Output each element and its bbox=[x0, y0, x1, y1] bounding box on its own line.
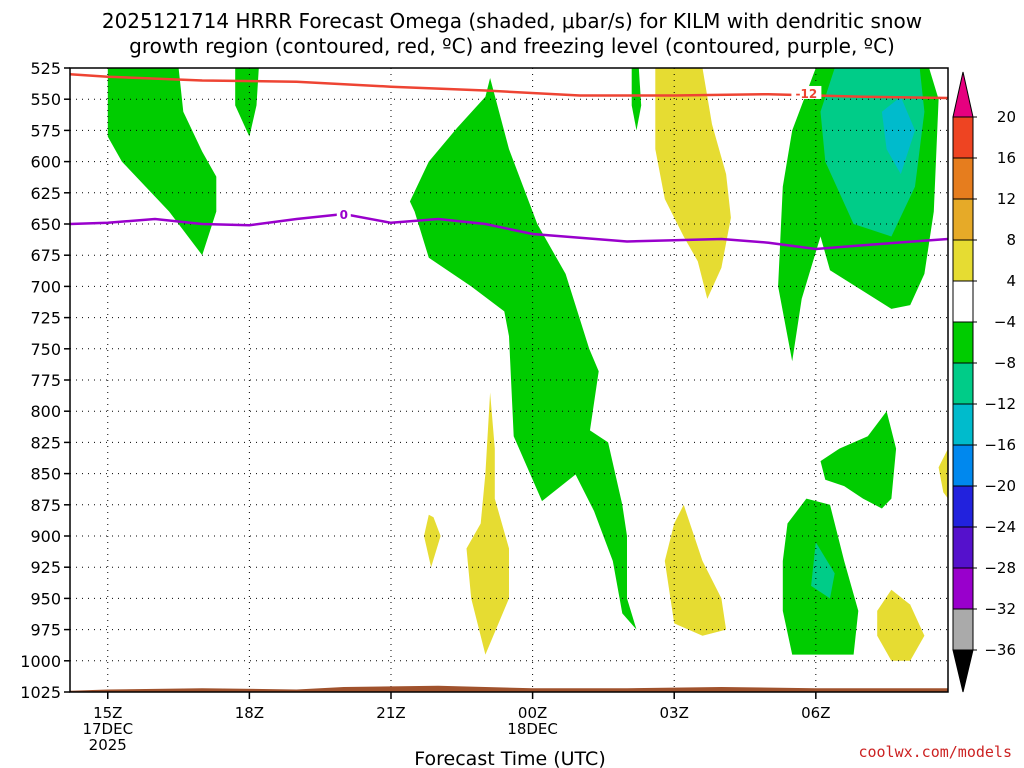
chart-title-line-1: 2025121714 HRRR Forecast Omega (shaded, … bbox=[102, 9, 922, 33]
y-tick-label-1025: 1025 bbox=[20, 683, 61, 702]
x-tick-label-15-2: 2025 bbox=[89, 736, 127, 754]
colorbar-over-arrow bbox=[952, 71, 974, 118]
colorbar-label-5: −4 bbox=[994, 313, 1016, 331]
y-tick-label-975: 975 bbox=[30, 621, 61, 640]
y-tick-label-900: 900 bbox=[30, 527, 61, 546]
omega-region-6 bbox=[881, 96, 915, 175]
omega-region-13 bbox=[466, 392, 509, 655]
colorbar-label-11: −28 bbox=[984, 559, 1016, 577]
omega-region-2 bbox=[409, 78, 599, 502]
colorbar-box-11 bbox=[952, 567, 974, 610]
colorbar-box-3 bbox=[952, 239, 974, 282]
contour-line-1 bbox=[70, 212, 948, 251]
omega-region-1 bbox=[235, 68, 259, 137]
y-tick-label-750: 750 bbox=[30, 340, 61, 359]
colorbar-label-4: 4 bbox=[1006, 272, 1016, 290]
colorbar-label-1: 16 bbox=[997, 149, 1016, 167]
omega-region-15 bbox=[877, 589, 925, 661]
omega-region-3 bbox=[631, 68, 642, 131]
omega-region-9 bbox=[811, 542, 835, 599]
y-tick-label-825: 825 bbox=[30, 433, 61, 452]
contour-label-0: -12 bbox=[796, 87, 818, 101]
y-tick-label-675: 675 bbox=[30, 246, 61, 265]
colorbar-box-1 bbox=[952, 157, 974, 200]
colorbar-box-4 bbox=[952, 280, 974, 323]
y-tick-label-800: 800 bbox=[30, 402, 61, 421]
colorbar-under-arrow bbox=[952, 649, 974, 693]
x-tick-label-15-0: 15Z bbox=[93, 704, 122, 722]
colorbar-label-13: −36 bbox=[984, 641, 1016, 659]
plot-area: -12 0 bbox=[69, 67, 949, 693]
y-tick-label-850: 850 bbox=[30, 465, 61, 484]
colorbar-box-2 bbox=[952, 198, 974, 241]
colorbar-box-8 bbox=[952, 444, 974, 487]
x-tick-label-15-1: 17DEC bbox=[82, 720, 133, 738]
omega-region-7 bbox=[570, 429, 637, 630]
y-tick-label-875: 875 bbox=[30, 496, 61, 515]
y-tick-label-775: 775 bbox=[30, 371, 61, 390]
y-tick-label-600: 600 bbox=[30, 153, 61, 172]
colorbar-label-7: −12 bbox=[984, 395, 1016, 413]
colorbar-label-2: 12 bbox=[997, 190, 1016, 208]
x-tick-label-30-0: 06Z bbox=[801, 704, 830, 722]
y-tick-label-550: 550 bbox=[30, 90, 61, 109]
y-tick-label-725: 725 bbox=[30, 309, 61, 328]
x-tick-label-24-1: 18DEC bbox=[507, 720, 558, 738]
credit-text[interactable]: coolwx.com/models bbox=[858, 743, 1012, 761]
colorbar-box-5 bbox=[952, 321, 974, 364]
contour-label-1: 0 bbox=[340, 208, 348, 222]
omega-region-0 bbox=[107, 68, 217, 256]
colorbar-box-9 bbox=[952, 485, 974, 528]
y-tick-label-925: 925 bbox=[30, 558, 61, 577]
x-tick-label-21-0: 21Z bbox=[376, 704, 405, 722]
y-tick-label-700: 700 bbox=[30, 277, 61, 296]
omega-region-11 bbox=[655, 68, 731, 299]
y-tick-label-575: 575 bbox=[30, 121, 61, 140]
y-tick-label-1000: 1000 bbox=[20, 652, 61, 671]
ground-terrain bbox=[70, 685, 948, 692]
contour-label-bg-1 bbox=[336, 207, 351, 221]
omega-region-14 bbox=[664, 504, 727, 636]
x-tick-label-27-0: 03Z bbox=[660, 704, 689, 722]
colorbar: 20 16 12 8 4 −4 −8 −12 −16 −20 −24 −28 −32 −36 bbox=[952, 71, 1016, 693]
colorbar-label-0: 20 bbox=[997, 108, 1016, 126]
x-axis-label: Forecast Time (UTC) bbox=[414, 748, 605, 768]
colorbar-box-0 bbox=[952, 116, 974, 159]
plot-content: -12 0 bbox=[70, 68, 948, 692]
y-tick-label-650: 650 bbox=[30, 215, 61, 234]
y-tick-label-525: 525 bbox=[30, 59, 61, 78]
contour-label-bg-0 bbox=[791, 85, 822, 99]
omega-region-10 bbox=[820, 411, 897, 509]
colorbar-label-12: −32 bbox=[984, 600, 1016, 618]
omega-region-16 bbox=[938, 448, 948, 499]
colorbar-box-12 bbox=[952, 608, 974, 651]
colorbar-label-9: −20 bbox=[984, 477, 1016, 495]
colorbar-label-10: −24 bbox=[984, 518, 1016, 536]
y-axis: 525 550 575 600 625 650 675 700 725 750 775 800 825 8… bbox=[20, 59, 70, 702]
colorbar-label-3: 8 bbox=[1006, 231, 1016, 249]
omega-region-12 bbox=[424, 514, 441, 568]
colorbar-box-6 bbox=[952, 362, 974, 405]
colorbar-box-10 bbox=[952, 526, 974, 569]
colorbar-label-8: −16 bbox=[984, 436, 1016, 454]
x-tick-label-24-0: 00Z bbox=[518, 704, 547, 722]
y-tick-label-625: 625 bbox=[30, 184, 61, 203]
chart-title-line-2: growth region (contoured, red, ºC) and f… bbox=[129, 34, 895, 58]
x-tick-label-18-0: 18Z bbox=[235, 704, 264, 722]
colorbar-box-7 bbox=[952, 403, 974, 446]
colorbar-label-6: −8 bbox=[994, 354, 1016, 372]
y-tick-label-950: 950 bbox=[30, 589, 61, 608]
